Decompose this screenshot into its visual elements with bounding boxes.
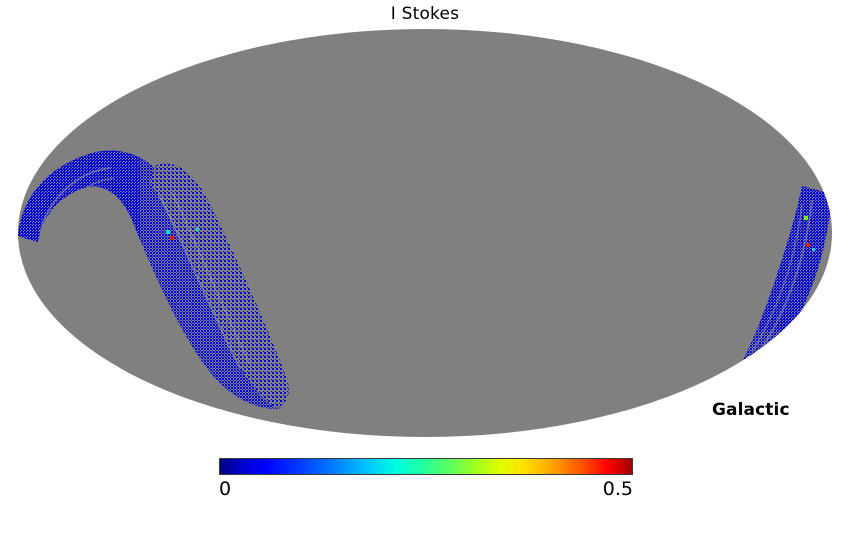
hot-pixel [166, 230, 170, 234]
colorbar-gradient [219, 458, 633, 475]
sky-map [18, 29, 832, 437]
hot-pixel [812, 248, 815, 251]
page-title: I Stokes [390, 4, 460, 24]
mollweide-projection [18, 29, 832, 437]
hot-pixel [170, 236, 174, 240]
hot-pixel [196, 228, 199, 231]
colorbar-max-label: 0.5 [602, 478, 633, 500]
hot-pixel [804, 216, 808, 220]
colorbar-min-label: 0 [219, 478, 232, 500]
coordinate-system-label: Galactic [712, 400, 790, 420]
colorbar: 0 0.5 [219, 458, 633, 502]
hot-pixel [806, 243, 810, 247]
